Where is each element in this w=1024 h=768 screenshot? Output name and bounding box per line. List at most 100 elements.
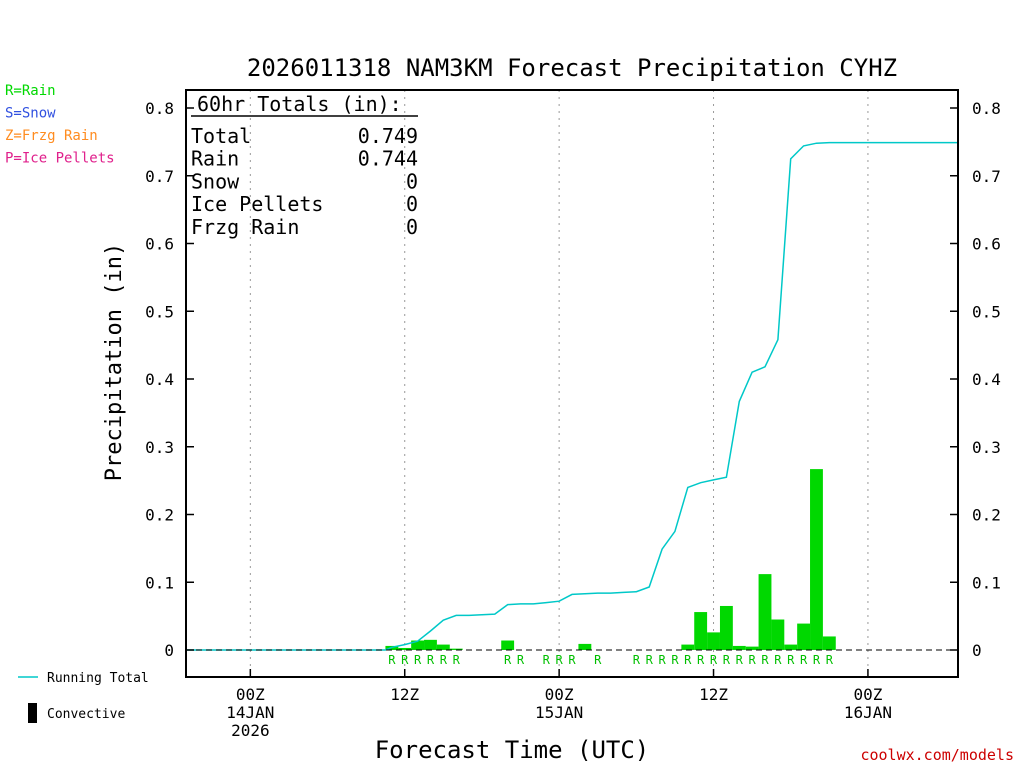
rain-type-mark: R [774, 653, 782, 667]
rain-type-mark: R [749, 653, 757, 667]
rain-type-mark: R [813, 653, 821, 667]
rain-bar [424, 639, 437, 650]
y-tick-label-right: 0 [972, 641, 982, 660]
rain-type-mark: R [684, 653, 692, 667]
chart-title: 2026011318 NAM3KM Forecast Precipitation… [247, 54, 897, 82]
precip-bars [385, 469, 836, 650]
rain-bar [449, 648, 463, 650]
x-tick-label: 14JAN [226, 703, 274, 722]
x-tick-label: 15JAN [535, 703, 583, 722]
rain-bar [578, 643, 592, 650]
grid-lines [249, 90, 869, 677]
rain-bar [810, 469, 823, 650]
rain-bar [758, 574, 772, 650]
rain-bar [707, 632, 720, 650]
x-tick-label: 00Z [236, 685, 265, 704]
y-tick-label: 0.4 [145, 370, 174, 389]
y-tick-label: 0.7 [145, 167, 174, 186]
x-tick-label: 16JAN [844, 703, 892, 722]
convective-legend-swatch [28, 703, 37, 723]
rain-type-mark: R [658, 653, 666, 667]
running-total-legend-label: Running Total [47, 671, 149, 686]
y-tick-label-right: 0.7 [972, 167, 1001, 186]
totals-box: 60hr Totals (in): Total 0.749 Rain 0.744 Snow… [191, 92, 418, 239]
rain-bar [797, 623, 811, 650]
totals-row-label: Rain [191, 147, 239, 171]
rain-bar [732, 645, 746, 650]
rain-bar [771, 619, 785, 650]
y-tick-label: 0.8 [145, 99, 174, 118]
credit-text: coolwx.com/models [860, 746, 1014, 764]
totals-row-label: Frzg Rain [191, 215, 299, 239]
rain-bar [436, 644, 450, 650]
y-tick-label-right: 0.3 [972, 438, 1001, 457]
y-tick-label-right: 0.8 [972, 99, 1001, 118]
rain-bar [398, 647, 412, 650]
rain-type-mark: R [826, 653, 834, 667]
rain-bar [745, 646, 759, 650]
type-legend-item: P=Ice Pellets [5, 151, 115, 167]
plot-frame [185, 89, 959, 678]
x-tick-label: 2026 [231, 721, 270, 740]
x-tick-label: 00Z [853, 685, 882, 704]
y-tick-label-right: 0.5 [972, 302, 1001, 321]
totals-row-value: 0 [406, 192, 418, 216]
totals-row-value: 0.749 [358, 124, 418, 148]
y-tick-label-right: 0.1 [972, 573, 1001, 592]
totals-row-value: 0.744 [358, 147, 418, 171]
rain-type-mark: R [710, 653, 718, 667]
rain-type-mark: R [736, 653, 744, 667]
x-axis-title: Forecast Time (UTC) [375, 736, 650, 764]
rain-type-mark: R [401, 653, 409, 667]
rain-type-mark: R [787, 653, 795, 667]
type-legend-item: R=Rain [5, 83, 56, 99]
rain-type-mark: R [556, 653, 564, 667]
y-tick-label: 0.3 [145, 438, 174, 457]
rain-bar [719, 605, 733, 650]
y-axis-title: Precipitation (in) [102, 243, 127, 481]
running-total-line [186, 141, 958, 651]
rain-bar [822, 636, 836, 650]
x-tick-label: 12Z [390, 685, 419, 704]
y-axis-right: 0 0.1 0.2 0.3 0.4 0.5 0.6 0.7 0.8 [950, 99, 1001, 660]
x-tick-label: 12Z [699, 685, 728, 704]
rain-type-mark: R [517, 653, 525, 667]
x-tick-label: 00Z [545, 685, 574, 704]
rain-type-mark: R [388, 653, 396, 667]
rain-bar [681, 644, 695, 650]
rain-type-mark: R [761, 653, 769, 667]
rain-type-mark: R [633, 653, 641, 667]
y-tick-label-right: 0.4 [972, 370, 1001, 389]
rain-bar [411, 640, 425, 650]
rain-type-mark: R [723, 653, 731, 667]
rain-type-mark: R [504, 653, 512, 667]
y-tick-label: 0.2 [145, 506, 174, 525]
rain-type-mark: R [671, 653, 679, 667]
totals-row-label: Total [191, 124, 251, 148]
rain-type-mark: R [594, 653, 602, 667]
rain-bar [501, 640, 515, 650]
rain-bar [784, 644, 798, 650]
totals-header: 60hr Totals (in): [197, 92, 402, 116]
type-legend-item: S=Snow [5, 106, 56, 122]
totals-row-value: 0 [406, 215, 418, 239]
rain-type-mark: R [646, 653, 654, 667]
y-tick-label-right: 0.2 [972, 506, 1001, 525]
y-tick-label-right: 0.6 [972, 235, 1001, 254]
convective-legend-label: Convective [47, 707, 125, 722]
rain-type-mark: R [697, 653, 705, 667]
rain-type-mark: R [543, 653, 551, 667]
rain-type-mark: R [414, 653, 422, 667]
rain-bar [694, 612, 708, 650]
rain-type-mark: R [427, 653, 435, 667]
type-legend: R=Rain S=Snow Z=Frzg Rain P=Ice Pellets [5, 83, 115, 167]
totals-row-label: Ice Pellets [191, 192, 323, 216]
y-axis-left: 0 0.1 0.2 0.3 0.4 0.5 0.6 0.7 0.8 [145, 99, 194, 660]
rain-type-mark: R [440, 653, 448, 667]
totals-row-label: Snow [191, 169, 240, 193]
y-tick-label: 0.5 [145, 302, 174, 321]
y-tick-label: 0.6 [145, 235, 174, 254]
